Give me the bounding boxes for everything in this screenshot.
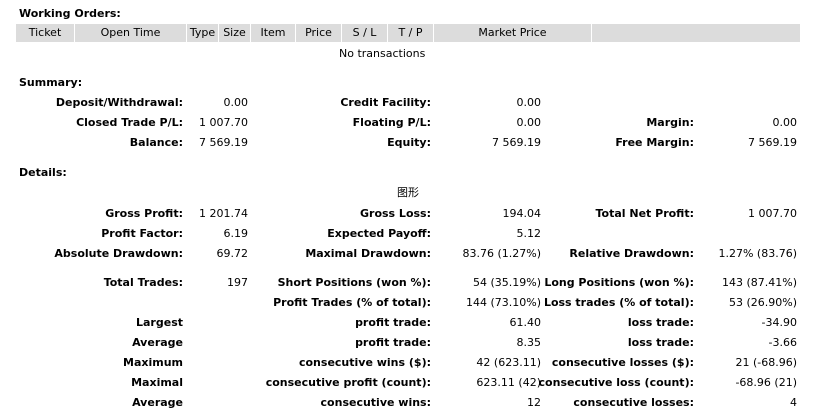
col-market-price[interactable]: Market Price — [434, 24, 592, 42]
credit-facility-value: 0.00 — [516, 96, 542, 109]
largest-profit-label: profit trade: — [355, 316, 431, 329]
long-positions-value: 143 (87.41%) — [721, 276, 797, 289]
average-consecutive-label: Average — [132, 396, 183, 409]
gross-loss-label: Gross Loss: — [360, 207, 431, 220]
relative-drawdown-value: 1.27% (83.76) — [718, 247, 797, 260]
summary-title: Summary: — [19, 76, 83, 89]
average-profit-value: 8.35 — [516, 336, 542, 349]
profit-trades-label: Profit Trades (% of total): — [273, 296, 431, 309]
short-positions-label: Short Positions (won %): — [277, 276, 431, 289]
gross-profit-value: 1 201.74 — [199, 207, 248, 220]
balance-value: 7 569.19 — [199, 136, 248, 149]
average-loss-value: -3.66 — [768, 336, 797, 349]
balance-label: Balance: — [129, 136, 183, 149]
relative-drawdown-label: Relative Drawdown: — [569, 247, 694, 260]
total-net-profit-value: 1 007.70 — [748, 207, 797, 220]
total-trades-value: 197 — [227, 276, 248, 289]
loss-trades-value: 53 (26.90%) — [728, 296, 797, 309]
col-stop-loss[interactable]: S / L — [342, 24, 388, 42]
gross-profit-label: Gross Profit: — [105, 207, 183, 220]
largest-label: Largest — [136, 316, 183, 329]
orders-table-header: Ticket Open Time Type Size Item Price S … — [16, 24, 800, 42]
deposit-withdrawal-label: Deposit/Withdrawal: — [55, 96, 183, 109]
details-title: Details: — [19, 166, 67, 179]
expected-payoff-label: Expected Payoff: — [327, 227, 431, 240]
col-extra — [592, 24, 800, 42]
maximum-wins-label: consecutive wins ($): — [298, 356, 431, 369]
absolute-drawdown-label: Absolute Drawdown: — [54, 247, 183, 260]
equity-label: Equity: — [387, 136, 431, 149]
maximum-losses-value: 21 (-68.96) — [735, 356, 797, 369]
maximal-profit-value: 623.11 (42) — [476, 376, 541, 389]
short-positions-value: 54 (35.19%) — [472, 276, 541, 289]
total-trades-label: Total Trades: — [103, 276, 183, 289]
largest-loss-label: loss trade: — [627, 316, 694, 329]
empty-orders-message: No transactions — [339, 47, 426, 60]
col-take-profit[interactable]: T / P — [388, 24, 434, 42]
free-margin-label: Free Margin: — [615, 136, 694, 149]
largest-profit-value: 61.40 — [509, 316, 542, 329]
total-net-profit-label: Total Net Profit: — [595, 207, 695, 220]
average-profit-label: profit trade: — [355, 336, 431, 349]
average-label: Average — [132, 336, 183, 349]
gross-loss-value: 194.04 — [502, 207, 542, 220]
col-size[interactable]: Size — [219, 24, 251, 42]
margin-label: Margin: — [646, 116, 694, 129]
profit-trades-value: 144 (73.10%) — [465, 296, 541, 309]
maximal-label: Maximal — [131, 376, 183, 389]
average-consecutive-wins-value: 12 — [527, 396, 541, 409]
largest-loss-value: -34.90 — [761, 316, 797, 329]
loss-trades-label: Loss trades (% of total): — [543, 296, 694, 309]
free-margin-value: 7 569.19 — [748, 136, 797, 149]
profit-factor-label: Profit Factor: — [101, 227, 183, 240]
col-price[interactable]: Price — [296, 24, 342, 42]
credit-facility-label: Credit Facility: — [340, 96, 431, 109]
working-orders-title: Working Orders: — [19, 7, 121, 20]
absolute-drawdown-value: 69.72 — [216, 247, 249, 260]
maximal-drawdown-value: 83.76 (1.27%) — [462, 247, 541, 260]
maximal-profit-label: consecutive profit (count): — [265, 376, 431, 389]
maximal-drawdown-label: Maximal Drawdown: — [305, 247, 431, 260]
floating-pl-label: Floating P/L: — [352, 116, 431, 129]
maximal-loss-label: consecutive loss (count): — [538, 376, 694, 389]
margin-value: 0.00 — [772, 116, 798, 129]
average-loss-label: loss trade: — [627, 336, 694, 349]
closed-trade-pl-label: Closed Trade P/L: — [76, 116, 183, 129]
long-positions-label: Long Positions (won %): — [544, 276, 694, 289]
average-consecutive-losses-value: 4 — [790, 396, 797, 409]
maximum-losses-label: consecutive losses ($): — [551, 356, 694, 369]
maximum-wins-value: 42 (623.11) — [476, 356, 541, 369]
average-consecutive-losses-label: consecutive losses: — [573, 396, 694, 409]
equity-value: 7 569.19 — [492, 136, 541, 149]
average-consecutive-wins-label: consecutive wins: — [320, 396, 431, 409]
col-open-time[interactable]: Open Time — [75, 24, 187, 42]
maximal-loss-value: -68.96 (21) — [735, 376, 797, 389]
chart-link[interactable]: 图形 — [397, 186, 419, 199]
col-ticket[interactable]: Ticket — [16, 24, 75, 42]
col-item[interactable]: Item — [251, 24, 296, 42]
floating-pl-value: 0.00 — [516, 116, 542, 129]
closed-trade-pl-value: 1 007.70 — [199, 116, 248, 129]
col-type[interactable]: Type — [187, 24, 219, 42]
maximum-label: Maximum — [123, 356, 183, 369]
deposit-withdrawal-value: 0.00 — [223, 96, 249, 109]
profit-factor-value: 6.19 — [223, 227, 249, 240]
expected-payoff-value: 5.12 — [516, 227, 542, 240]
